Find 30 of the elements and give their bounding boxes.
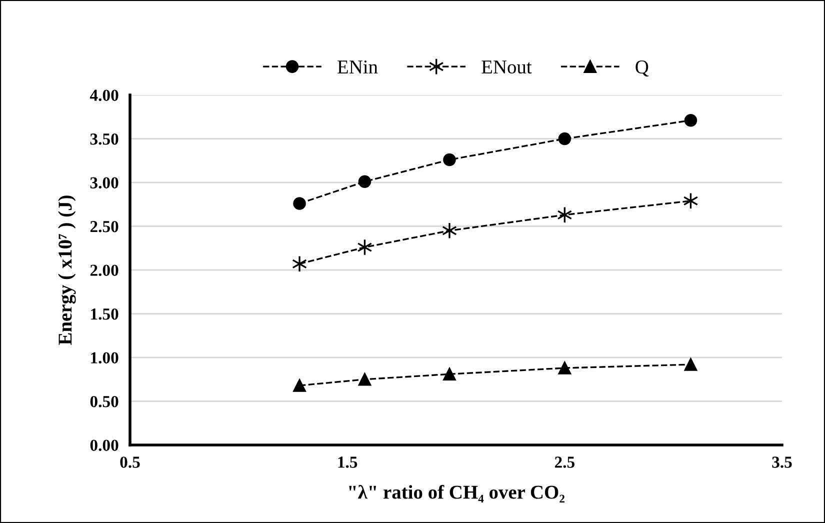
point — [558, 362, 572, 374]
point — [443, 153, 456, 166]
y-tick-label: 1.50 — [91, 308, 118, 320]
point — [358, 372, 372, 386]
y-tick-label: 3.00 — [90, 177, 118, 189]
legend-label: Q — [636, 60, 649, 77]
x-tick-label: 0.5 — [120, 456, 140, 468]
y-tick-label: 0.00 — [90, 440, 118, 452]
point — [293, 379, 306, 392]
y-tick-label: 2.50 — [90, 220, 118, 232]
y-tick-label: 2.00 — [90, 264, 118, 276]
point — [684, 358, 698, 371]
point — [293, 197, 306, 210]
point — [292, 255, 307, 272]
legend-label: ENout — [482, 60, 532, 74]
y-tick-label: 1.00 — [91, 352, 118, 364]
point — [558, 132, 572, 146]
point — [443, 368, 456, 381]
point — [442, 222, 457, 240]
x-axis-title: "λ" ratio of CH₄ over CO₂ — [349, 484, 564, 502]
x-tick-label: 1.5 — [338, 456, 358, 468]
y-tick-label: 0.50 — [90, 396, 118, 408]
legend-label: ENin — [338, 60, 378, 74]
y-tick-label: 3.50 — [90, 133, 118, 145]
y-tick-label: 4.00 — [90, 90, 118, 102]
point — [358, 175, 372, 188]
x-tick-label: 2.5 — [554, 456, 574, 468]
point — [684, 114, 698, 127]
x-tick-label: 3.5 — [772, 456, 792, 468]
y-axis-title: Energy ( x10⁷ ) (J) — [58, 196, 76, 345]
